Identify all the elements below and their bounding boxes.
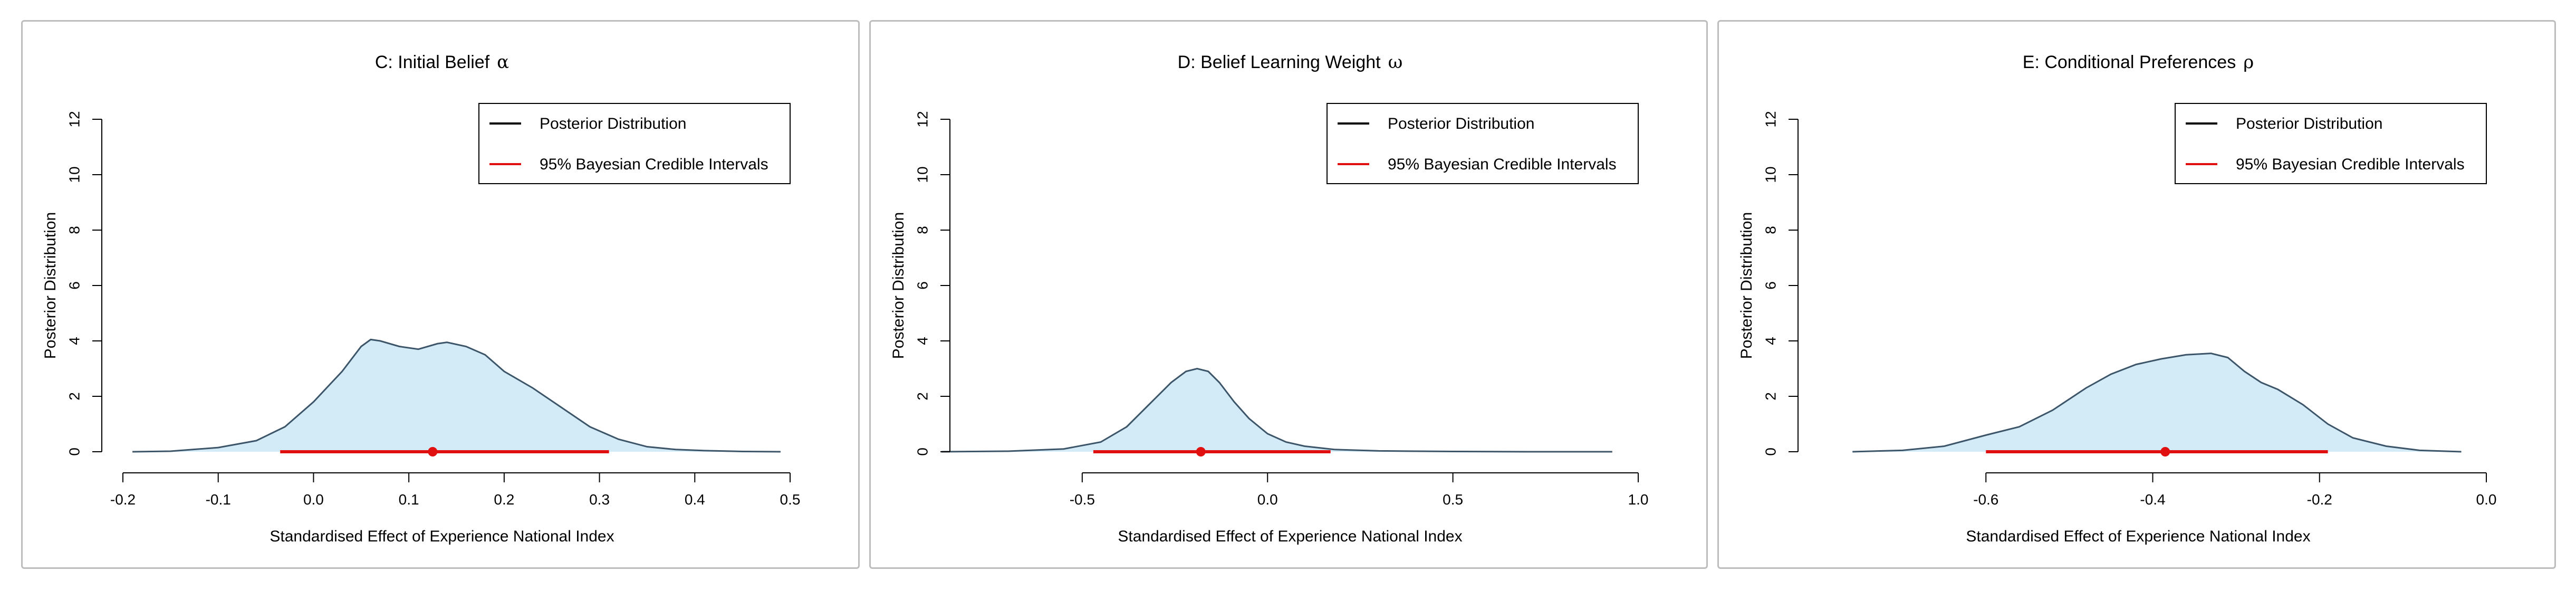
legend: Posterior Distribution 95% Bayesian Credi… [1327, 103, 1639, 184]
legend-label-interval: 95% Bayesian Credible Intervals [1388, 156, 1617, 173]
x-tick-label: 0.5 [1443, 491, 1463, 508]
density-area [941, 368, 1612, 452]
x-tick-label: 0.2 [494, 491, 514, 508]
x-axis-label: Standardised Effect of Experience Nation… [270, 528, 614, 545]
x-axis-label: Standardised Effect of Experience Nation… [1966, 528, 2310, 545]
credible-interval-point [428, 447, 438, 456]
y-tick-label: 2 [66, 392, 82, 401]
chart-panel-c: C: Initial Belief α 0 2 4 6 8 10 12 Posterior Dis… [21, 20, 860, 569]
x-tick-label: 0.5 [780, 491, 801, 508]
y-tick-label: 8 [914, 226, 930, 234]
y-tick-label: 4 [1762, 337, 1779, 345]
density-line [1852, 353, 2462, 453]
legend: Posterior Distribution 95% Bayesian Credi… [478, 103, 791, 184]
y-axis-label: Posterior Distribution [1738, 212, 1755, 359]
x-axis-label: Standardised Effect of Experience Nation… [1118, 528, 1462, 545]
chart-title: C: Initial Belief α [375, 52, 509, 73]
y-tick-label: 0 [66, 448, 82, 456]
y-tick-label: 4 [914, 337, 930, 345]
chart-title-symbol: ρ [2243, 52, 2254, 73]
legend-label-posterior: Posterior Distribution [2236, 115, 2382, 132]
chart-e: E: Conditional Preferences ρ 0 2 4 6 8 10 12 Post… [1738, 52, 2497, 545]
x-tick-label: -0.6 [1973, 491, 1998, 508]
x-tick-label: -0.1 [206, 491, 231, 508]
legend: Posterior Distribution 95% Bayesian Credi… [2175, 103, 2487, 184]
chart-panel-e: E: Conditional Preferences ρ 0 2 4 6 8 10 12 Post… [1717, 20, 2556, 569]
y-tick-label: 2 [914, 392, 930, 401]
y-tick-label: 12 [914, 111, 930, 127]
y-axis-label: Posterior Distribution [890, 212, 907, 359]
x-tick-label: 0.3 [589, 491, 610, 508]
y-tick-label: 0 [914, 448, 930, 456]
credible-interval-point [1196, 447, 1206, 456]
legend-label-posterior: Posterior Distribution [540, 115, 686, 132]
legend-box [478, 103, 791, 184]
chart-title-text: C: Initial Belief [375, 52, 490, 72]
x-tick-label: 1.0 [1628, 491, 1649, 508]
chart-title-symbol: α [497, 52, 509, 73]
chart-d: D: Belief Learning Weight ω 0 2 4 6 8 10 12 Poste… [890, 52, 1649, 545]
legend-label-interval: 95% Bayesian Credible Intervals [2236, 156, 2465, 173]
y-tick-label: 0 [1762, 448, 1779, 456]
chart-title: D: Belief Learning Weight ω [1178, 52, 1403, 73]
density-line [132, 338, 781, 453]
x-tick-label: 0.4 [685, 491, 705, 508]
y-tick-label: 10 [66, 166, 82, 183]
chart-title-text: E: Conditional Preferences [2023, 52, 2236, 72]
x-tick-label: 0.0 [303, 491, 324, 508]
y-axis-label: Posterior Distribution [42, 212, 59, 359]
density-area [1852, 353, 2462, 452]
x-tick-label: -0.5 [1070, 491, 1095, 508]
y-tick-label: 8 [66, 226, 82, 234]
y-tick-label: 4 [66, 337, 82, 345]
density-area [132, 339, 781, 452]
legend-box [1327, 103, 1639, 184]
y-tick-label: 2 [1762, 392, 1779, 401]
chart-title-text: D: Belief Learning Weight [1178, 52, 1381, 72]
x-tick-label: -0.4 [2140, 491, 2165, 508]
y-tick-label: 12 [1762, 111, 1779, 127]
legend-box [2175, 103, 2487, 184]
x-tick-label: 0.0 [1257, 491, 1278, 508]
y-tick-label: 12 [66, 111, 82, 127]
x-tick-label: 0.0 [2476, 491, 2497, 508]
x-tick-label: -0.2 [110, 491, 136, 508]
y-tick-label: 6 [1762, 281, 1779, 290]
chart-panel-d: D: Belief Learning Weight ω 0 2 4 6 8 10 12 Poste… [869, 20, 1708, 569]
legend-label-interval: 95% Bayesian Credible Intervals [540, 156, 768, 173]
density-line [941, 367, 1612, 453]
y-tick-label: 8 [1762, 226, 1779, 234]
y-tick-label: 10 [1762, 166, 1779, 183]
x-tick-label: -0.2 [2307, 491, 2332, 508]
credible-interval-point [2160, 447, 2170, 456]
y-tick-label: 6 [66, 281, 82, 290]
chart-c: C: Initial Belief α 0 2 4 6 8 10 12 Posterior Dis… [42, 52, 801, 545]
chart-title-symbol: ω [1388, 52, 1403, 73]
chart-title: E: Conditional Preferences ρ [2023, 52, 2254, 73]
y-tick-label: 10 [914, 166, 930, 183]
legend-label-posterior: Posterior Distribution [1388, 115, 1534, 132]
x-tick-label: 0.1 [399, 491, 419, 508]
y-tick-label: 6 [914, 281, 930, 290]
